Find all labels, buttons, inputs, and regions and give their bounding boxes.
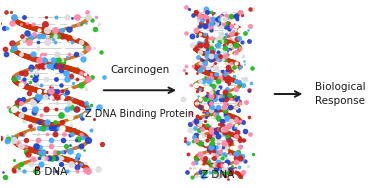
Text: B DNA: B DNA bbox=[34, 167, 67, 177]
Text: Biological
Response: Biological Response bbox=[314, 82, 365, 106]
Text: Carcinogen: Carcinogen bbox=[110, 65, 170, 75]
Text: Z DNA: Z DNA bbox=[201, 170, 235, 180]
Text: Z DNA Binding Protein: Z DNA Binding Protein bbox=[85, 109, 194, 119]
